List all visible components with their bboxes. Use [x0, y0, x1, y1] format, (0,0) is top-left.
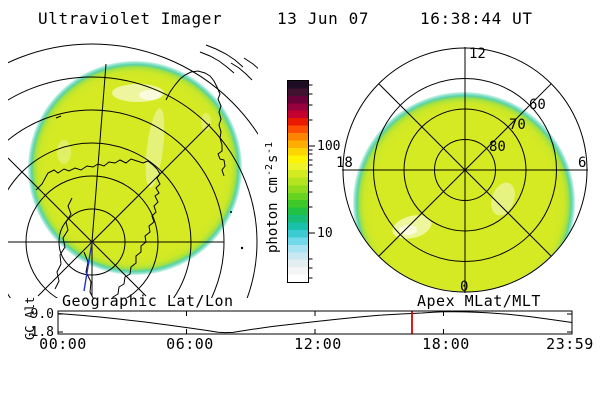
geo-meridian-lines [8, 63, 224, 297]
coastline-segment [205, 44, 244, 68]
status-col-gcalt: GC Alt: 9.1 Re Seq: 39 [362, 362, 472, 400]
apex-mlt-grid [342, 47, 588, 293]
apex-plot: 12 18 6 0 60 70 80 [336, 46, 588, 295]
mlt-label-12: 12 [469, 46, 486, 62]
header-time: 16:38:44 UT [420, 9, 533, 28]
south-america-coastline [54, 197, 73, 290]
xtick-1200: 12:00 [294, 335, 342, 353]
colorbar-label-sup1: -2 [264, 164, 275, 176]
status-col-door: Door: Open Gain: 14 [127, 362, 205, 400]
island-mark [55, 115, 62, 119]
coastline-segment [243, 57, 258, 70]
apex-plot-caption: Apex MLat/MLT [417, 292, 541, 310]
colorbar-gradient [287, 80, 309, 283]
xtick-1800: 18:00 [422, 335, 470, 353]
island-dot [230, 211, 232, 213]
timeline-ticks [58, 311, 572, 334]
colorbar-tick-10: 10 [317, 226, 333, 241]
coastline-segment [230, 62, 253, 81]
apex-bright-patch [491, 182, 515, 216]
orbit-track-line [83, 241, 93, 292]
geo-coastlines [35, 44, 258, 298]
island-dot [240, 246, 244, 250]
geo-plot-caption: Geographic Lat/Lon [62, 292, 234, 310]
app-title: Ultraviolet Imager [38, 9, 223, 28]
colorbar-tick-100: 100 [317, 139, 340, 154]
mlt-label-0: 0 [460, 279, 468, 295]
xtick-0600: 06:00 [166, 335, 214, 353]
lat-label-60: 60 [529, 97, 546, 113]
timeline-ylabel: GC Alt [23, 297, 37, 340]
apex-bright-patch [399, 225, 417, 235]
geo-plot [8, 43, 258, 298]
colorbar-minor-ticks [309, 84, 313, 279]
mlt-label-18: 18 [336, 155, 353, 171]
colorbar-axis-label: photon cm -2 s -1 [264, 142, 281, 253]
header-date: 13 Jun 07 [277, 9, 370, 28]
colorbar-axis [309, 84, 315, 279]
colorbar-label-sup2: -1 [264, 142, 275, 154]
orbit-altitude-curve [57, 311, 573, 334]
australia-coastline [165, 70, 226, 177]
xtick-2359: 23:59 [546, 335, 594, 353]
xtick-0000: 00:00 [39, 335, 87, 353]
status-col-glat: GLat: −66.3 GLon: 122.1 [480, 362, 566, 400]
colorbar-label-main: photon cm [265, 177, 281, 253]
status-col-mode: Mode: Normal Dsp: 0.1 [248, 362, 342, 400]
coastline-segment [83, 251, 94, 298]
colorbar-label-mid: s [265, 155, 281, 163]
ytick-1-8: 1.8 [31, 325, 54, 340]
lat-label-70: 70 [509, 117, 526, 133]
status-col-flt: Flt: HOME IP: 36.0 [8, 362, 78, 400]
antarctica-coastline [35, 158, 161, 298]
ytick-9: 9.0 [31, 307, 54, 322]
lat-label-80: 80 [489, 139, 506, 155]
mlt-label-6: 6 [578, 155, 586, 171]
coastline-segment [199, 51, 235, 74]
timeline-plot: Geographic Lat/Lon Apex MLat/MLT 9.0 1.8… [23, 292, 594, 353]
